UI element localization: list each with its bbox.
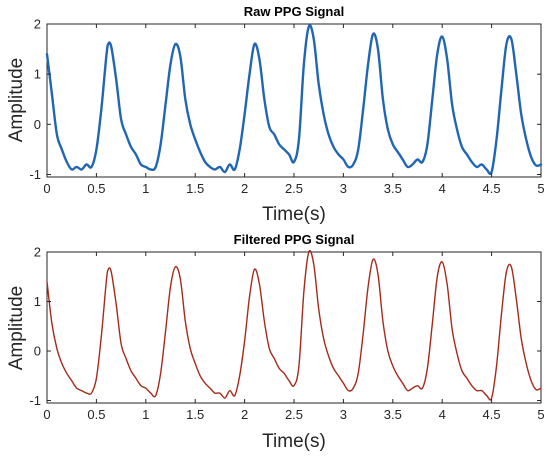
raw-signal-marks bbox=[45, 24, 543, 176]
x-tick-label: 4 bbox=[439, 407, 446, 422]
x-tick-label: 2 bbox=[241, 407, 248, 422]
x-tick-label: 4 bbox=[439, 181, 446, 196]
x-tick-label: 3.5 bbox=[384, 181, 402, 196]
chart-title: Raw PPG Signal bbox=[244, 4, 344, 19]
x-axis-label: Time(s) bbox=[262, 431, 326, 452]
y-axis-label: Amplitude bbox=[6, 58, 27, 143]
y-axis-ticks: -1 0 1 2 bbox=[29, 17, 541, 182]
x-tick-label: 0 bbox=[43, 407, 50, 422]
x-tick-label: 1 bbox=[142, 181, 149, 196]
raw-ppg-plot: Raw PPG Signal 0 0.5 1 1.5 2 2.5 3 3.5 4 4.5 5 -10… bbox=[6, 4, 545, 225]
x-tick-label: 4.5 bbox=[483, 407, 501, 422]
y-tick-label: 0 bbox=[34, 117, 41, 132]
y-tick-label: 0 bbox=[34, 344, 41, 359]
y-axis-label: Amplitude bbox=[6, 286, 27, 371]
x-tick-label: 3.5 bbox=[384, 407, 402, 422]
x-tick-label: 2 bbox=[241, 181, 248, 196]
x-tick-label: 1.5 bbox=[186, 407, 204, 422]
x-axis-ticks: 0 0.5 1 1.5 2 2.5 3 3.5 4 4.5 5 bbox=[43, 252, 545, 422]
y-tick-label: 1 bbox=[34, 294, 41, 309]
chart-title: Filtered PPG Signal bbox=[234, 232, 355, 247]
filtered-ppg-plot: Filtered PPG Signal 0 0.5 1 1.5 2 2.5 3 3.5 4 4.5… bbox=[6, 232, 545, 452]
x-tick-label: 5 bbox=[537, 407, 544, 422]
x-tick-label: 2.5 bbox=[285, 181, 303, 196]
x-tick-label: 2.5 bbox=[285, 407, 303, 422]
x-tick-label: 3 bbox=[340, 181, 347, 196]
x-tick-label: 3 bbox=[340, 407, 347, 422]
x-tick-label: 5 bbox=[537, 181, 544, 196]
y-tick-label: -1 bbox=[29, 393, 41, 408]
x-tick-label: 4.5 bbox=[483, 181, 501, 196]
y-tick-label: 1 bbox=[34, 67, 41, 82]
y-tick-label: -1 bbox=[29, 167, 41, 182]
x-axis-label: Time(s) bbox=[262, 204, 326, 225]
plot-frame bbox=[46, 23, 542, 178]
x-tick-label: 1 bbox=[142, 407, 149, 422]
filtered-signal-marks bbox=[46, 249, 542, 401]
y-tick-label: 2 bbox=[34, 245, 41, 260]
y-axis-ticks: -1 0 1 2 bbox=[29, 245, 541, 408]
x-tick-label: 0.5 bbox=[87, 181, 105, 196]
series-line-0 bbox=[45, 24, 543, 176]
y-tick-label: 2 bbox=[34, 17, 41, 32]
x-tick-label: 1.5 bbox=[186, 181, 204, 196]
x-tick-label: 0.5 bbox=[87, 407, 105, 422]
plot-frame bbox=[46, 251, 542, 404]
series-line-0 bbox=[46, 249, 542, 401]
x-axis-ticks: 0 0.5 1 1.5 2 2.5 3 3.5 4 4.5 5 bbox=[43, 24, 545, 196]
x-tick-label: 0 bbox=[43, 181, 50, 196]
